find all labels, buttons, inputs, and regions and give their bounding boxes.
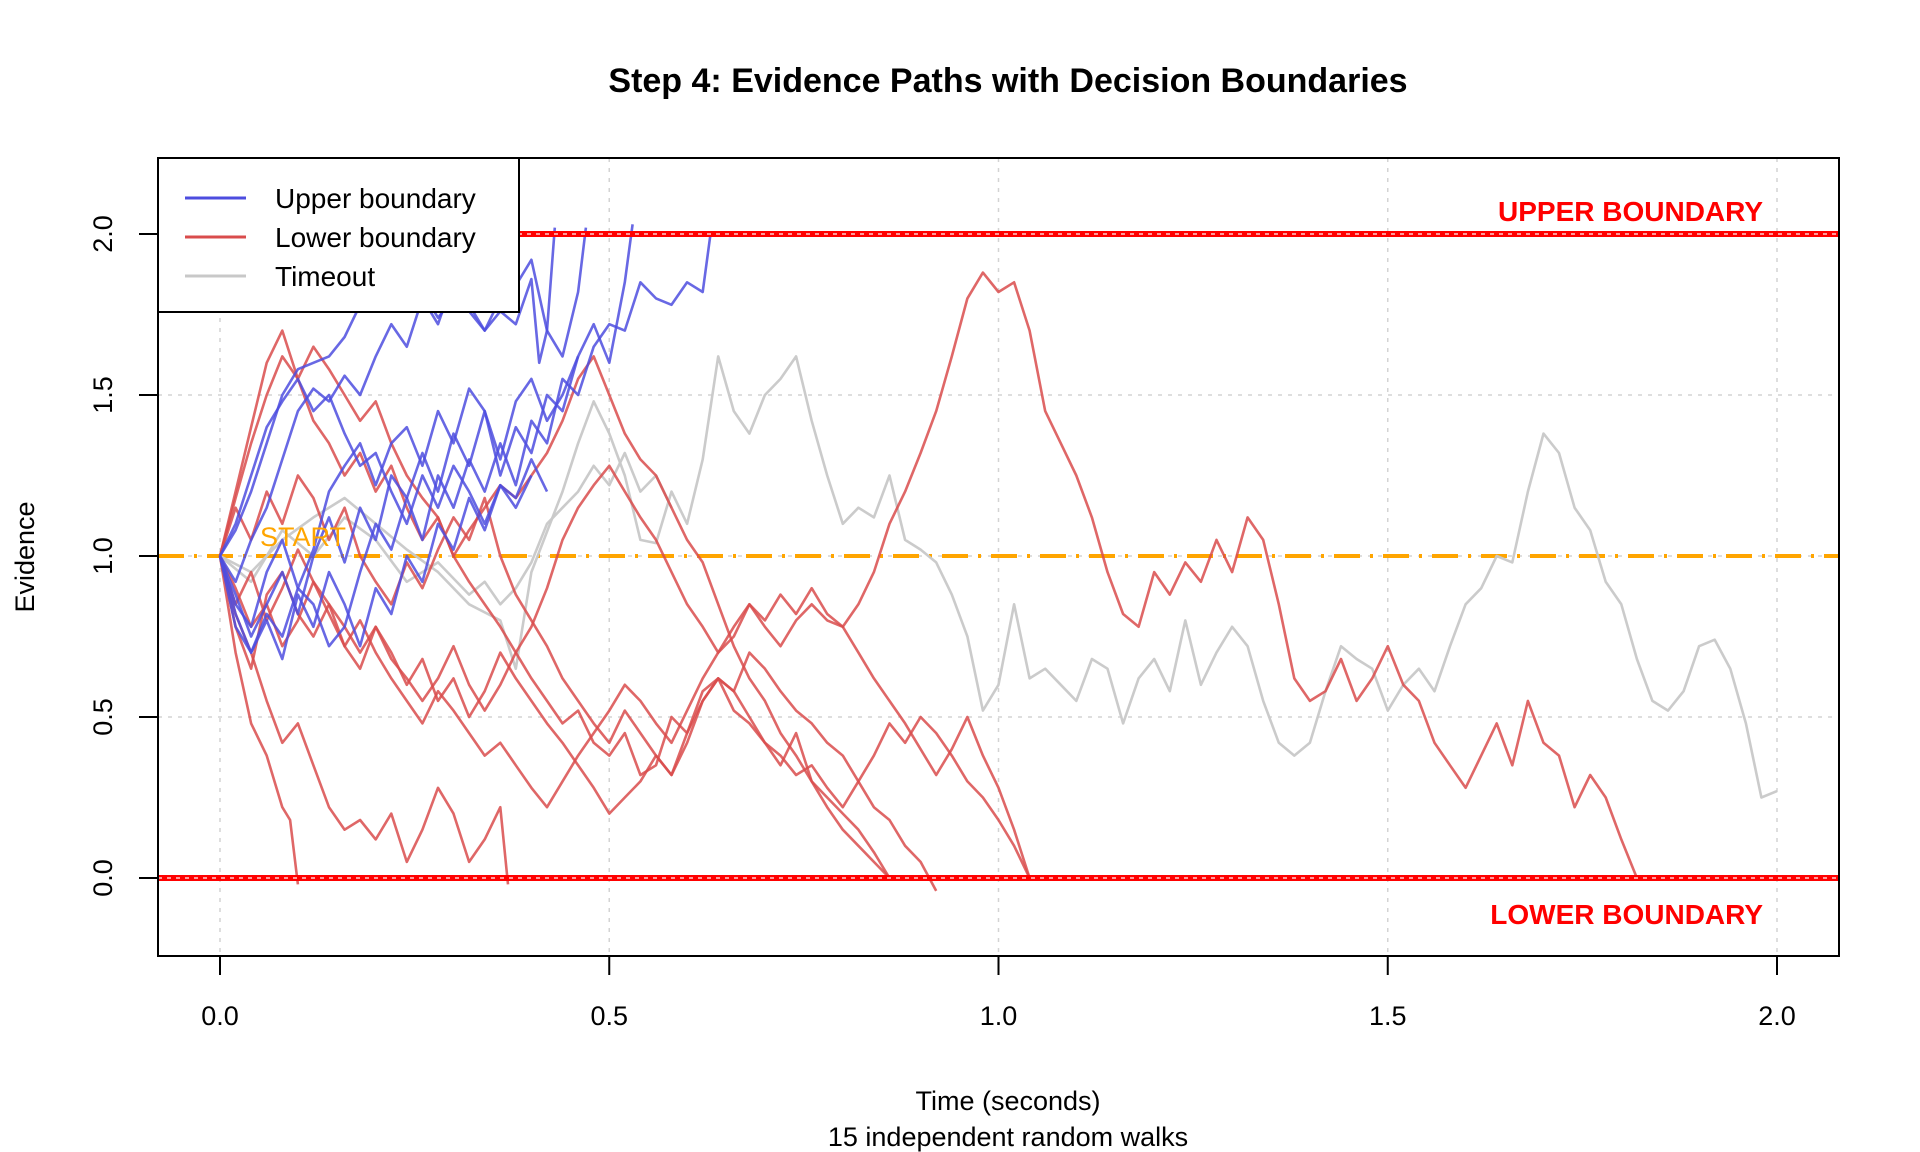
path-walk-02 xyxy=(218,227,588,584)
path-walk-12 xyxy=(218,474,1031,879)
y-axis: 0.0 0.5 1.0 1.5 2.0 xyxy=(88,215,158,897)
start-label: START xyxy=(260,522,346,552)
legend-label-lower: Lower boundary xyxy=(275,222,476,253)
legend-label-timeout: Timeout xyxy=(275,261,375,292)
path-walk-16 xyxy=(219,355,1778,799)
x-tick-label-3: 1.5 xyxy=(1369,1001,1407,1031)
path-walk-03 xyxy=(218,224,634,629)
x-tick-label-4: 2.0 xyxy=(1758,1001,1796,1031)
legend-box xyxy=(157,157,520,313)
x-axis-label: Time (seconds) xyxy=(915,1086,1100,1116)
y-tick-label-2: 1.0 xyxy=(88,537,118,575)
y-tick-label-3: 1.5 xyxy=(88,376,118,414)
legend: Upper boundary Lower boundary Timeout xyxy=(157,157,520,313)
path-walk-15 xyxy=(218,355,891,879)
upper-boundary-label: UPPER BOUNDARY xyxy=(1498,196,1763,227)
y-tick-label-4: 2.0 xyxy=(88,215,118,253)
y-tick-label-1: 0.5 xyxy=(88,698,118,736)
x-tick-label-2: 1.0 xyxy=(980,1001,1018,1031)
path-walk-09 xyxy=(218,555,510,885)
x-axis-subtitle: 15 independent random walks xyxy=(828,1122,1188,1152)
y-tick-label-0: 0.0 xyxy=(88,859,118,897)
path-walk-07 xyxy=(218,474,533,661)
path-walk-10 xyxy=(218,329,891,879)
x-tick-label-0: 0.0 xyxy=(201,1001,239,1031)
x-tick-label-1: 0.5 xyxy=(590,1001,628,1031)
path-walk-05 xyxy=(218,356,580,638)
lower-boundary-label: LOWER BOUNDARY xyxy=(1490,899,1763,930)
y-axis-label: Evidence xyxy=(10,501,40,612)
chart-title: Step 4: Evidence Paths with Decision Bou… xyxy=(608,62,1407,100)
legend-label-upper: Upper boundary xyxy=(275,183,476,214)
x-axis: 0.0 0.5 1.0 1.5 2.0 xyxy=(201,955,1796,1031)
path-walk-14 xyxy=(218,271,1639,879)
path-walk-08 xyxy=(218,555,300,885)
